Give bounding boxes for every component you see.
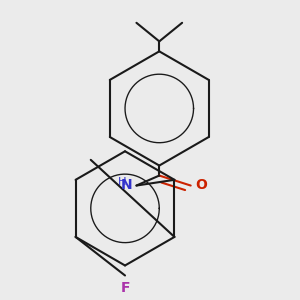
Text: H: H xyxy=(118,176,127,187)
Text: N: N xyxy=(121,178,133,192)
Text: O: O xyxy=(196,178,208,192)
Text: F: F xyxy=(120,281,130,295)
